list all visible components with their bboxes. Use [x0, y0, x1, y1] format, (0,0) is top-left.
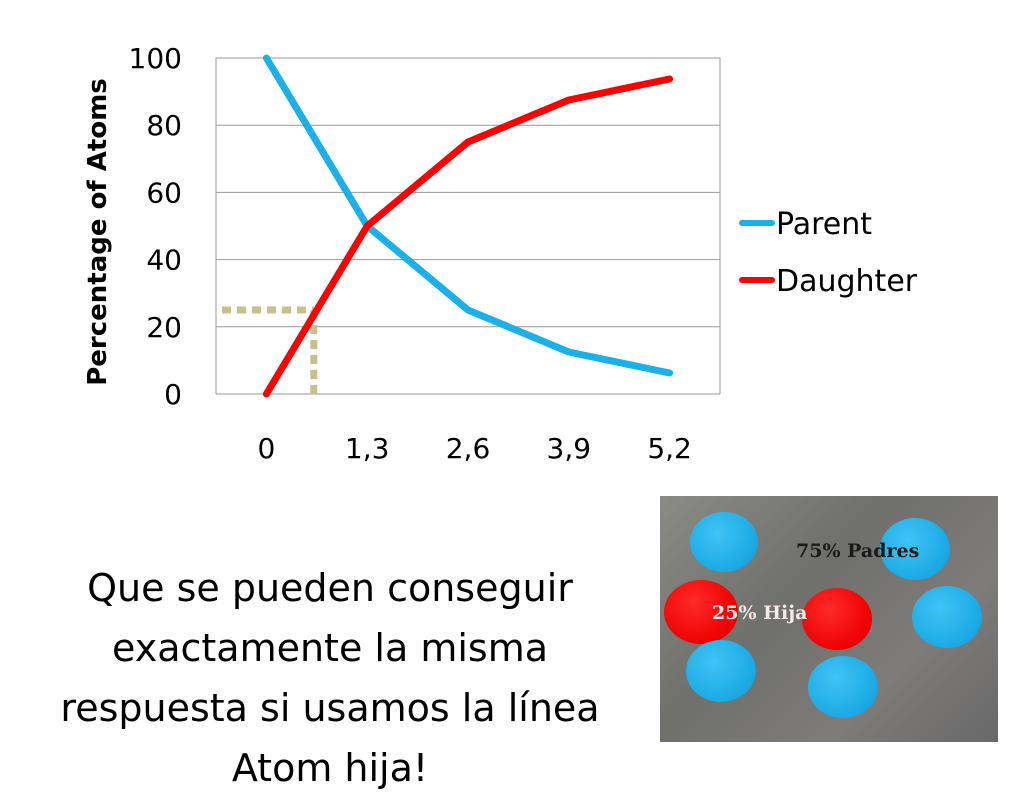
y-tick-label: 60 — [146, 176, 182, 209]
gridlines — [215, 57, 721, 395]
x-tick-label: 1,3 — [345, 432, 390, 465]
parent-atom-token — [686, 640, 756, 702]
x-tick-labels: 0 1,3 2,6 3,9 5,2 — [257, 432, 691, 465]
daughter-atom-token — [802, 588, 872, 650]
slide-body-text: Que se pueden conseguir exactamente la m… — [60, 566, 600, 790]
atoms-photo: 75% Padres 25% Hija — [660, 496, 998, 742]
y-tick-label: 20 — [146, 311, 182, 344]
series-lines — [262, 54, 674, 398]
legend-label-daughter: Daughter — [776, 264, 918, 299]
parent-atom-token — [912, 586, 982, 648]
parent-atom-token — [880, 518, 950, 580]
x-tick-label: 2,6 — [446, 432, 491, 465]
x-tick-label: 3,9 — [547, 432, 592, 465]
daughter-atom-token — [664, 580, 738, 644]
parent-atom-token — [690, 512, 758, 572]
dotted-guide — [222, 306, 318, 394]
line-chart: 0 20 40 60 80 100 0 1,3 2,6 3,9 5,2 Percentage of… — [83, 42, 918, 465]
y-tick-label: 80 — [146, 109, 182, 142]
y-tick-labels: 0 20 40 60 80 100 — [129, 42, 182, 411]
y-axis-title: Percentage of Atoms — [83, 78, 113, 386]
series-line-parent — [262, 54, 674, 377]
legend-label-parent: Parent — [776, 207, 872, 242]
legend: Parent Daughter — [739, 207, 918, 299]
photo-label-daughter: 25% Hija — [712, 602, 808, 624]
parent-atom-token — [808, 656, 878, 718]
x-tick-label: 0 — [257, 432, 275, 465]
photo-label-parents: 75% Padres — [796, 540, 920, 562]
x-tick-label: 5,2 — [647, 432, 692, 465]
y-tick-label: 0 — [164, 378, 182, 411]
series-line-daughter — [262, 75, 674, 398]
y-tick-label: 40 — [146, 244, 182, 277]
y-tick-label: 100 — [129, 42, 182, 75]
